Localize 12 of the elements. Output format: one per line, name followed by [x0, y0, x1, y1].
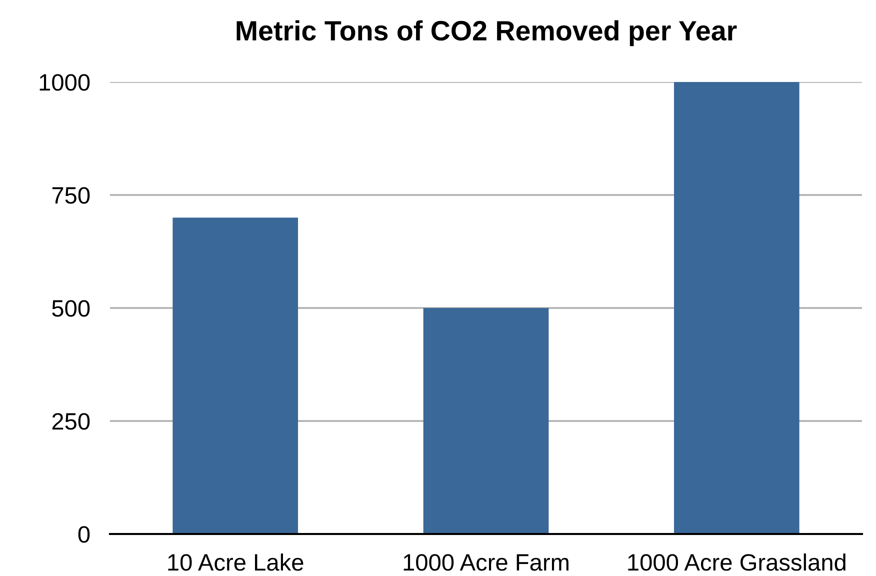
x-tick-label: 1000 Acre Farm — [404, 554, 568, 571]
bar — [674, 82, 800, 534]
x-tick-label: 10 Acre Lake — [168, 553, 304, 571]
bar — [423, 308, 549, 534]
y-tick-label: 500 — [52, 300, 90, 317]
y-tick-label: 250 — [52, 413, 90, 430]
bar — [172, 218, 298, 534]
x-tick-label: 1000 Acre Grassland — [628, 553, 846, 571]
chart-title: Metric Tons of CO2 Removed per Year — [236, 20, 737, 46]
y-tick-label: 0 — [78, 526, 90, 543]
y-tick-label: 750 — [52, 187, 90, 204]
y-tick-label: 1000 — [40, 74, 90, 91]
